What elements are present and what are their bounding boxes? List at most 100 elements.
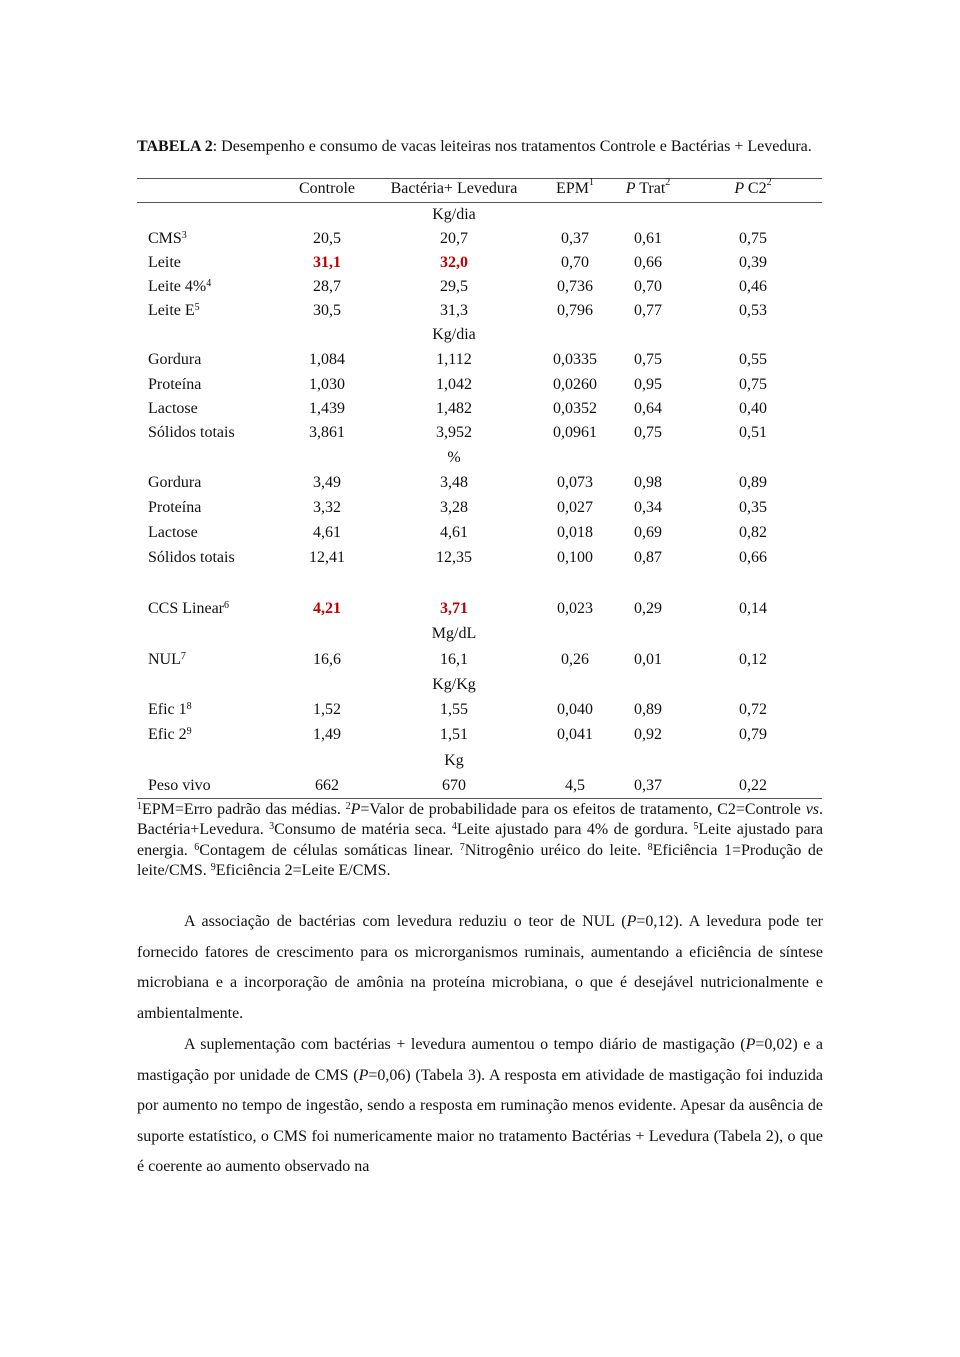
table-cell: 1,51 — [440, 726, 468, 743]
table-cell: 0,29 — [634, 600, 662, 617]
table-cell: 1,52 — [313, 701, 341, 718]
table-cell: 3,49 — [313, 474, 341, 491]
italic-text: P — [745, 1036, 756, 1053]
footnote-marker: 8 — [647, 841, 653, 853]
table-cell: 662 — [315, 777, 339, 794]
footnote-marker: 7 — [459, 841, 465, 853]
table-cell: 0,69 — [634, 524, 662, 541]
table-cell: 28,7 — [313, 278, 341, 295]
table-cell: 3,28 — [440, 499, 468, 516]
table-cell: 0,26 — [561, 651, 589, 668]
table-header-rule — [137, 202, 822, 203]
footnote-ref: 9 — [186, 726, 192, 737]
table-cell: 3,952 — [436, 424, 472, 441]
column-header: Bactéria+ Levedura — [390, 180, 518, 197]
italic-text: P — [358, 1066, 369, 1084]
table-cell: 0,77 — [634, 302, 662, 319]
table-label: TABELA 2 — [137, 138, 213, 155]
table-caption-text: : Desempenho e consumo de vacas leiteira… — [212, 138, 812, 155]
table-footnotes: 1EPM=Erro padrão das médias. 2P=Valor de… — [137, 801, 824, 880]
italic-text: P — [350, 801, 361, 818]
table-cell: 1,55 — [440, 701, 468, 718]
table-caption: TABELA 2: Desempenho e consumo de vacas … — [137, 137, 823, 157]
footnote-ref: 1 — [588, 177, 594, 188]
table-cell: 1,042 — [436, 376, 472, 393]
row-label: Proteína — [148, 499, 202, 516]
footnote-marker: 4 — [451, 821, 457, 833]
table-cell: 0,100 — [557, 549, 593, 566]
table-cell: 0,0335 — [553, 351, 597, 368]
row-label: Sólidos totais — [148, 549, 235, 566]
table-cell: 0,37 — [634, 777, 662, 794]
unit-label: Kg/dia — [432, 326, 476, 343]
table-cell: 0,37 — [561, 230, 589, 247]
table-cell: 3,32 — [313, 499, 341, 516]
table-cell: 0,79 — [739, 726, 767, 743]
table-cell: 0,34 — [634, 499, 662, 516]
table-cell: 1,084 — [309, 351, 345, 368]
table-cell: 16,1 — [440, 651, 468, 668]
column-header: Controle — [299, 180, 355, 197]
row-label: Efic 29 — [148, 726, 192, 743]
row-label: Sólidos totais — [148, 424, 235, 441]
unit-label: Kg — [444, 752, 464, 769]
table-cell: 0,35 — [739, 499, 767, 516]
table-cell: 0,70 — [634, 278, 662, 295]
table-cell: 0,22 — [739, 777, 767, 794]
unit-label: Mg/dL — [431, 625, 477, 642]
table-cell: 0,75 — [634, 351, 662, 368]
table-cell: 29,5 — [440, 278, 468, 295]
table-top-rule — [137, 178, 822, 179]
unit-label: Kg/Kg — [432, 676, 476, 693]
table-cell: 0,0352 — [553, 400, 597, 417]
column-header: P C22 — [734, 177, 772, 197]
table-cell: 12,41 — [309, 549, 345, 566]
table-cell: 0,66 — [634, 254, 662, 271]
row-label: Lactose — [148, 400, 198, 417]
unit-label: % — [447, 449, 461, 466]
table-bottom-rule — [137, 798, 822, 799]
table-cell: 0,55 — [739, 351, 767, 368]
footnote-marker: 6 — [194, 841, 200, 853]
column-header: P Trat2 — [625, 177, 671, 197]
table-cell: 0,75 — [634, 424, 662, 441]
table-cell: 31,1 — [313, 254, 341, 271]
table-cell: 0,018 — [557, 524, 593, 541]
table-cell: 20,5 — [313, 230, 341, 247]
row-label: CCS Linear6 — [148, 600, 229, 617]
table-cell: 0,040 — [557, 701, 593, 718]
table-cell: 0,72 — [739, 701, 767, 718]
footnote-ref: 6 — [224, 600, 229, 611]
table-cell: 0,027 — [557, 499, 593, 516]
row-label: CMS3 — [148, 230, 187, 247]
table-cell: 0,61 — [634, 230, 662, 247]
table-cell: 0,64 — [634, 400, 662, 417]
row-label: Leite 4%4 — [148, 278, 212, 295]
table-cell: 3,861 — [309, 424, 345, 441]
table-cell: 31,3 — [440, 302, 468, 319]
table-cell: 3,48 — [440, 474, 468, 491]
footnote-marker: 9 — [210, 862, 216, 874]
table-cell: 0,14 — [739, 600, 767, 617]
italic-text: vs — [805, 801, 820, 818]
table-cell: 12,35 — [436, 549, 472, 566]
row-label: Gordura — [148, 351, 202, 368]
table-cell: 0,87 — [634, 549, 662, 566]
table-cell: 0,95 — [634, 376, 662, 393]
table-cell: 0,82 — [739, 524, 767, 541]
table-cell: 1,030 — [309, 376, 345, 393]
table-cell: 32,0 — [440, 254, 468, 271]
footnote-ref: 2 — [665, 177, 671, 188]
table-cell: 0,92 — [634, 726, 662, 743]
table-cell: 4,21 — [313, 600, 341, 617]
table-cell: 0,073 — [557, 474, 593, 491]
row-label: Leite E5 — [148, 302, 200, 319]
paragraph: A associação de bactérias com levedura r… — [137, 913, 823, 1022]
table-cell: 30,5 — [313, 302, 341, 319]
footnote-ref: 3 — [181, 230, 187, 241]
row-label: Efic 18 — [148, 701, 192, 718]
table-cell: 0,75 — [739, 230, 767, 247]
footnote-ref: 5 — [194, 302, 200, 313]
row-label: Proteína — [148, 376, 202, 393]
table-cell: 1,439 — [309, 400, 345, 417]
